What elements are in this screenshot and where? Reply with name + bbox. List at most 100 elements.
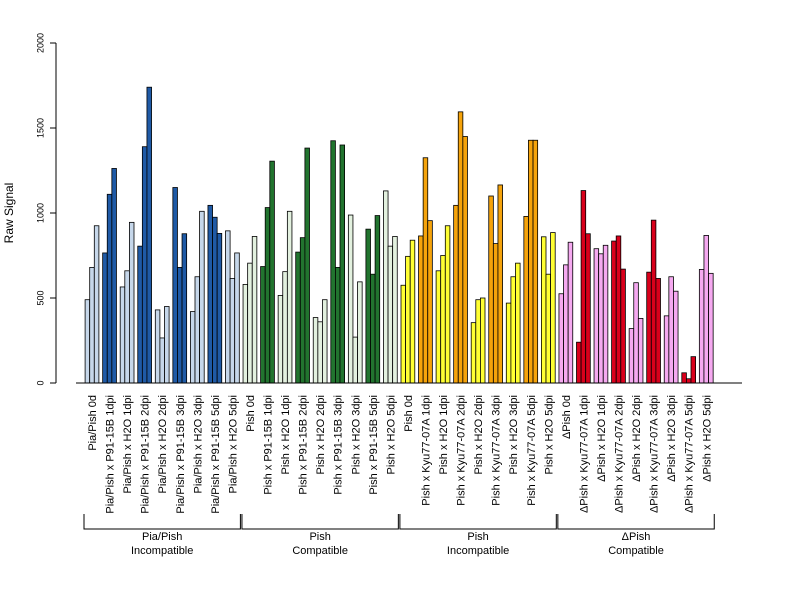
bar bbox=[479, 297, 486, 384]
bar bbox=[234, 252, 240, 384]
bar bbox=[628, 328, 635, 384]
group-label-line1: Pish bbox=[309, 531, 330, 543]
bar bbox=[242, 283, 249, 384]
group-label-line2: Compatible bbox=[608, 545, 664, 557]
bar bbox=[611, 240, 617, 384]
group-label-line2: Compatible bbox=[292, 545, 348, 557]
x-tick-label: Pish x H2O 1dpi bbox=[438, 395, 450, 474]
bar bbox=[84, 299, 91, 384]
bar bbox=[523, 215, 529, 384]
bar bbox=[93, 225, 100, 384]
bar bbox=[177, 266, 183, 384]
bar bbox=[558, 293, 564, 384]
x-tick-label: Pish x P91-15B 3dpi bbox=[333, 395, 345, 495]
group-label-line1: Pia/Pish bbox=[142, 531, 182, 543]
bar bbox=[703, 235, 709, 384]
bar bbox=[164, 306, 170, 384]
bar bbox=[505, 302, 512, 384]
bar bbox=[189, 311, 196, 384]
x-tick-label: Pish x H2O 1dpi bbox=[280, 395, 292, 474]
bar bbox=[124, 270, 130, 384]
x-tick-label: Pia/Pish 0d bbox=[87, 395, 99, 451]
bar bbox=[383, 190, 389, 384]
bar bbox=[510, 276, 516, 384]
bar bbox=[620, 268, 626, 384]
group-label-line2: Incompatible bbox=[447, 545, 509, 557]
x-tick-label: ΔPish x H2O 1dpi bbox=[596, 395, 608, 482]
bar bbox=[418, 235, 424, 384]
group-bracket bbox=[241, 514, 399, 530]
bar bbox=[146, 86, 152, 384]
x-tick-label: ΔPish x Kyu77-07A 2dpi bbox=[614, 395, 626, 513]
bar bbox=[194, 276, 200, 384]
bar bbox=[422, 157, 429, 384]
bar bbox=[698, 269, 705, 384]
x-tick-label: Pia/Pish x H2O 3dpi bbox=[192, 395, 204, 493]
bar bbox=[247, 262, 253, 384]
bar bbox=[576, 341, 582, 384]
bar bbox=[207, 204, 213, 384]
bar bbox=[181, 233, 188, 384]
bar bbox=[663, 315, 670, 384]
y-axis-label: Raw Signal bbox=[2, 183, 16, 244]
x-tick-label: Pish x H2O 2dpi bbox=[315, 395, 327, 474]
bar bbox=[528, 139, 534, 384]
y-tick-label: 0 bbox=[35, 380, 45, 385]
bar bbox=[593, 248, 600, 384]
y-tick-label: 1500 bbox=[35, 118, 45, 138]
bar bbox=[352, 336, 358, 384]
bar bbox=[334, 266, 341, 384]
bar bbox=[453, 204, 459, 384]
bar bbox=[409, 239, 416, 384]
bar bbox=[216, 232, 223, 384]
bar bbox=[708, 272, 714, 384]
x-tick-label: Pia/Pish x P91-15B 2dpi bbox=[140, 395, 152, 514]
bar bbox=[444, 225, 451, 384]
bar bbox=[435, 270, 442, 384]
bar bbox=[282, 271, 288, 384]
y-tick-label: 1000 bbox=[35, 203, 45, 223]
bar bbox=[119, 286, 126, 384]
bar bbox=[580, 190, 587, 384]
bar bbox=[102, 252, 108, 384]
group-brackets: Pia/Pish Incompatible Pish Compatible Pish In… bbox=[83, 514, 715, 557]
bar bbox=[462, 136, 468, 384]
bar bbox=[317, 321, 323, 384]
bar bbox=[295, 251, 301, 384]
bar bbox=[330, 140, 336, 384]
bar bbox=[212, 216, 218, 384]
bars bbox=[84, 86, 714, 384]
bar bbox=[365, 228, 371, 384]
x-tick-label: Pish x H2O 5dpi bbox=[385, 395, 397, 474]
bar bbox=[370, 273, 376, 384]
bar bbox=[141, 146, 148, 384]
x-tick-label: ΔPish x H2O 2dpi bbox=[631, 395, 643, 482]
bar bbox=[264, 207, 271, 384]
x-tick-labels: Pia/Pish 0d Pia/Pish x P91-15B 1dpi Pia/Pi… bbox=[87, 395, 713, 514]
bar bbox=[440, 255, 446, 384]
bar bbox=[374, 215, 381, 384]
bar bbox=[89, 266, 95, 384]
bar bbox=[545, 273, 551, 384]
bar bbox=[260, 266, 266, 384]
bar bbox=[387, 245, 394, 384]
bar bbox=[615, 235, 622, 384]
bar bbox=[128, 221, 135, 384]
bar bbox=[488, 195, 494, 384]
bar bbox=[650, 219, 657, 384]
bar bbox=[106, 193, 113, 384]
bar bbox=[681, 372, 687, 384]
bar bbox=[111, 168, 117, 384]
group-label-line1: Pish bbox=[467, 531, 488, 543]
bar bbox=[686, 378, 692, 384]
group-label-line2: Incompatible bbox=[131, 545, 193, 557]
bar bbox=[567, 241, 574, 384]
x-tick-label: Pia/Pish x H2O 5dpi bbox=[227, 395, 239, 493]
x-tick-label: Pish x Kyu77-07A 5dpi bbox=[526, 395, 538, 506]
bar bbox=[457, 111, 464, 384]
bar bbox=[668, 276, 674, 384]
bar bbox=[392, 236, 398, 384]
x-tick-label: Pia/Pish x H2O 1dpi bbox=[122, 395, 134, 493]
group-label-line1: ΔPish bbox=[622, 531, 651, 543]
